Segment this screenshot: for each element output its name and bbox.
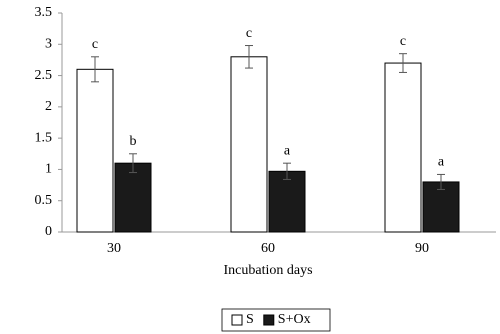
y-tick-label: 1 xyxy=(45,162,52,177)
bar xyxy=(114,162,152,233)
y-tick-label: 1.5 xyxy=(35,130,53,145)
x-tick-label: 60 xyxy=(261,241,275,256)
error-bar xyxy=(437,173,445,190)
bar xyxy=(268,170,306,233)
x-axis-title: Incubation days xyxy=(223,263,312,278)
legend-frame xyxy=(221,308,331,332)
legend-label: S xyxy=(246,312,254,327)
y-tick-label: 2 xyxy=(45,99,52,114)
y-tick-label: 3 xyxy=(45,37,52,52)
y-tick-label: 2.5 xyxy=(35,68,53,83)
legend-swatch xyxy=(263,314,275,326)
significance-label: a xyxy=(438,155,445,170)
error-bar xyxy=(129,153,137,174)
error-bar xyxy=(399,53,407,73)
y-tick-label: 0 xyxy=(45,224,52,239)
y-tick-label: 0.5 xyxy=(35,193,53,208)
significance-label: a xyxy=(284,143,291,158)
x-tick-label: 90 xyxy=(415,241,429,256)
error-bar xyxy=(283,162,291,180)
legend-label: S+Ox xyxy=(278,312,311,327)
bar xyxy=(230,56,268,233)
legend-swatch xyxy=(231,314,243,326)
error-bar xyxy=(245,45,253,69)
bar xyxy=(76,68,114,233)
significance-label: c xyxy=(92,37,98,52)
significance-label: b xyxy=(130,134,137,149)
error-bar xyxy=(91,56,99,83)
y-tick-label: 3.5 xyxy=(35,5,53,20)
significance-label: c xyxy=(246,26,252,41)
significance-label: c xyxy=(400,34,406,49)
bar xyxy=(384,62,422,233)
x-tick-label: 30 xyxy=(107,241,121,256)
